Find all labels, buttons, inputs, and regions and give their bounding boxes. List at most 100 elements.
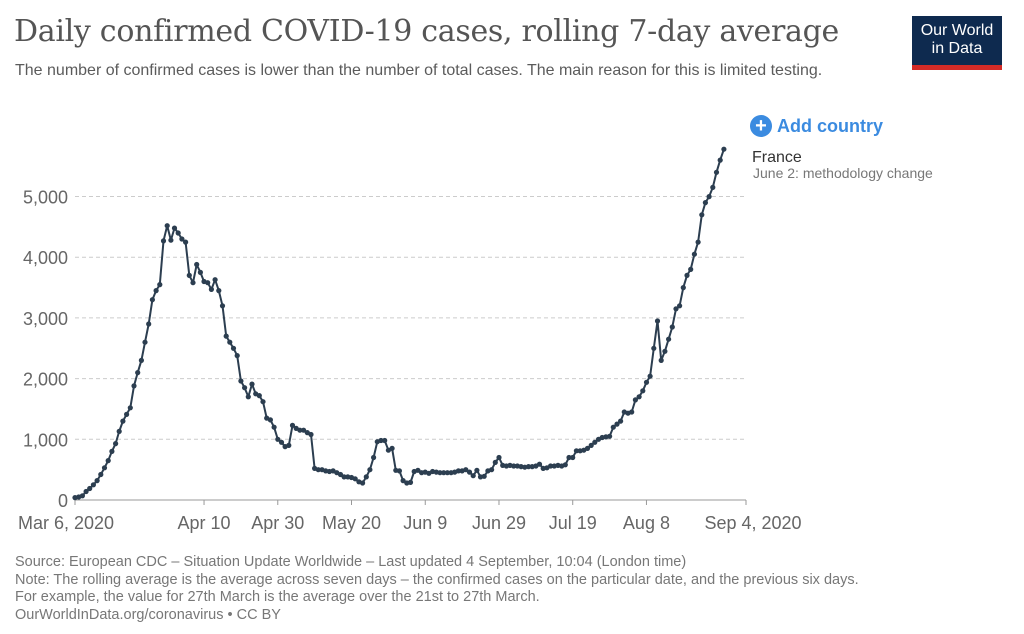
data-point [186, 272, 192, 278]
data-point [666, 336, 672, 342]
y-tick-label: 2,000 [23, 370, 68, 390]
data-point [382, 437, 388, 444]
data-point [234, 353, 240, 359]
data-point [610, 424, 616, 430]
data-point [407, 479, 414, 485]
data-point [341, 474, 347, 480]
data-point [389, 445, 395, 451]
data-point [632, 397, 639, 403]
data-point [260, 399, 266, 405]
data-point [301, 427, 307, 433]
data-point [271, 424, 277, 430]
data-point [360, 480, 366, 486]
data-point [684, 272, 690, 278]
data-point [511, 463, 517, 469]
add-country-button[interactable]: + Add country [750, 115, 883, 137]
data-point [227, 339, 233, 345]
data-point [371, 454, 377, 461]
source-url: OurWorldInData.org/coronavirus • CC BY [15, 606, 281, 623]
data-point [149, 297, 155, 303]
x-tick-label: Jul 19 [549, 513, 597, 533]
add-country-label: Add country [777, 115, 883, 136]
data-point [190, 280, 196, 286]
data-point [658, 357, 664, 363]
chart-footer: Source: European CDC – Situation Update … [15, 554, 859, 624]
data-point [492, 459, 498, 465]
data-point [441, 470, 447, 476]
data-point [135, 370, 141, 376]
example-note: For example, the value for 27th March is… [15, 589, 540, 605]
data-point [105, 458, 111, 464]
data-point [171, 225, 178, 231]
data-point [109, 448, 115, 454]
data-point [164, 223, 170, 229]
data-point [267, 417, 273, 423]
data-point [94, 478, 100, 484]
data-point [706, 194, 712, 200]
data-point [717, 157, 723, 163]
data-point [584, 445, 591, 451]
data-point [643, 379, 650, 385]
x-tick-label: Aug 8 [623, 513, 670, 533]
data-point [680, 285, 686, 291]
data-point [197, 269, 203, 275]
data-point [566, 454, 572, 461]
data-point [175, 230, 181, 236]
logo-line-1: Our World [920, 22, 994, 39]
data-point [142, 339, 148, 345]
x-tick-label: Apr 30 [251, 513, 304, 533]
data-point [573, 448, 580, 454]
data-point [562, 462, 568, 468]
data-point [208, 286, 214, 292]
source-note: Source: European CDC – Situation Update … [15, 554, 687, 570]
data-point [400, 478, 406, 484]
data-point [691, 251, 698, 257]
y-tick-label: 3,000 [23, 309, 68, 329]
data-point [536, 461, 543, 467]
data-point [463, 467, 469, 473]
data-point [352, 476, 358, 482]
data-point [489, 467, 495, 473]
data-point [474, 467, 480, 473]
data-point [146, 321, 152, 327]
data-point [396, 468, 402, 474]
data-point [249, 381, 255, 387]
data-point [662, 348, 668, 354]
data-point [677, 303, 683, 309]
data-point [699, 212, 705, 218]
data-point [98, 471, 104, 478]
series-annotation: June 2: methodology change [753, 165, 933, 181]
data-point [363, 474, 369, 480]
data-point [205, 280, 211, 286]
x-tick-label: Jun 29 [472, 513, 526, 533]
data-point [455, 468, 461, 474]
data-point [688, 266, 694, 272]
chart-title: Daily confirmed COVID-19 cases, rolling … [14, 14, 839, 49]
rolling-average-note: Note: The rolling average is the average… [15, 571, 859, 588]
y-tick-label: 4,000 [23, 248, 68, 268]
data-point [378, 437, 384, 444]
data-point [466, 469, 473, 475]
data-point [230, 345, 237, 351]
data-point [219, 303, 226, 309]
data-point [83, 488, 89, 495]
data-point [127, 405, 133, 411]
data-point [223, 333, 229, 339]
data-point [629, 409, 635, 415]
data-point [496, 454, 502, 461]
data-point [713, 169, 720, 175]
data-point [212, 277, 218, 283]
data-point [138, 357, 144, 363]
data-point [245, 394, 251, 400]
data-point [124, 411, 130, 417]
data-point [702, 200, 709, 206]
logo-line-2: in Data [931, 40, 983, 57]
data-point [289, 422, 296, 428]
owid-logo[interactable]: Our World in Data [912, 16, 1002, 70]
data-point [168, 237, 174, 243]
data-point [256, 393, 262, 399]
data-point [275, 436, 281, 442]
y-tick-label: 0 [58, 491, 68, 511]
data-point [79, 493, 85, 499]
data-point [673, 306, 679, 312]
